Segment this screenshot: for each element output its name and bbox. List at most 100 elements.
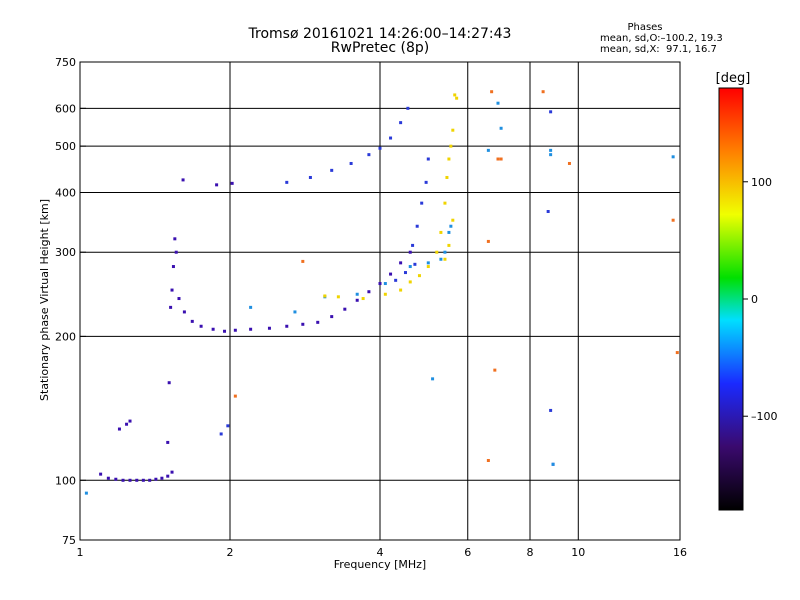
data-point — [493, 368, 497, 372]
data-point — [486, 239, 490, 243]
colorbar-ticks: –100 0 100 — [743, 176, 778, 423]
data-point — [546, 210, 550, 214]
data-point — [399, 121, 403, 125]
data-point — [671, 155, 675, 159]
x-tick-label: 1 — [77, 546, 84, 559]
data-point — [106, 476, 110, 480]
data-point — [549, 148, 553, 152]
phases-o-stats: mean, sd,O:–100.2, 19.3 — [600, 33, 723, 44]
data-point — [435, 250, 439, 254]
y-tick-label: 300 — [55, 246, 76, 259]
data-point — [170, 288, 174, 292]
data-point — [174, 250, 178, 254]
y-tick-label: 400 — [55, 186, 76, 199]
x-axis-ticks: 1 2 4 6 8 10 16 — [77, 546, 688, 559]
x-tick-label: 2 — [227, 546, 234, 559]
data-point — [316, 320, 320, 324]
x-tick-label: 16 — [673, 546, 687, 559]
data-point — [343, 307, 347, 311]
data-point — [447, 243, 451, 247]
data-point — [496, 157, 500, 161]
data-point — [449, 224, 453, 228]
data-point — [426, 157, 430, 161]
data-point — [230, 181, 234, 185]
data-point — [394, 278, 398, 282]
data-point — [451, 128, 455, 132]
x-axis-label: Frequency [MHz] — [334, 558, 426, 571]
phases-label: Phases — [627, 22, 663, 33]
colorbar-tick-label: 100 — [751, 176, 772, 189]
data-point — [551, 462, 555, 466]
data-point — [378, 282, 382, 286]
x-tick-label: 4 — [377, 546, 384, 559]
data-point — [411, 243, 415, 247]
data-point — [451, 218, 455, 222]
data-point — [301, 259, 305, 263]
data-point — [177, 297, 181, 301]
data-point — [135, 478, 139, 482]
data-point — [447, 230, 451, 234]
data-point — [549, 408, 553, 412]
data-point — [226, 424, 230, 428]
colorbar-tick-label: 0 — [751, 293, 758, 306]
data-point — [426, 265, 430, 269]
data-point — [182, 310, 186, 314]
data-point — [349, 161, 353, 165]
data-point — [447, 157, 451, 161]
data-point — [308, 175, 312, 179]
y-tick-label: 750 — [55, 56, 76, 69]
data-point — [285, 324, 289, 328]
data-point — [403, 271, 407, 275]
data-point — [443, 250, 447, 254]
y-tick-label: 200 — [55, 330, 76, 343]
data-point — [154, 477, 158, 481]
data-point — [490, 90, 494, 94]
data-point — [249, 327, 253, 331]
data-point — [426, 261, 430, 265]
data-point — [389, 136, 393, 140]
data-point — [355, 298, 359, 302]
data-point — [671, 218, 675, 222]
phases-x-stats: mean, sd,X: 97.1, 16.7 — [600, 44, 717, 55]
data-point — [413, 262, 417, 266]
data-point — [211, 327, 215, 331]
data-point — [249, 305, 253, 309]
data-point — [355, 292, 359, 296]
data-point — [167, 381, 171, 385]
data-point — [549, 153, 553, 157]
x-tick-label: 10 — [571, 546, 585, 559]
data-point — [431, 377, 435, 381]
data-point — [420, 201, 424, 205]
plot-frame — [79, 61, 681, 541]
data-point — [121, 478, 125, 482]
grid — [80, 62, 680, 540]
data-point — [233, 328, 237, 332]
data-point — [455, 96, 459, 100]
y-axis-label: Stationary phase Virtual Height [km] — [38, 199, 51, 401]
data-point — [367, 153, 371, 157]
colorbar-label: [deg] — [716, 71, 751, 86]
data-point — [383, 282, 387, 286]
data-point — [383, 292, 387, 296]
data-point — [496, 101, 500, 105]
data-point — [445, 175, 449, 179]
data-point — [141, 478, 145, 482]
data-point — [449, 144, 453, 148]
y-tick-label: 600 — [55, 102, 76, 115]
data-point — [114, 477, 118, 481]
data-point — [567, 161, 571, 165]
data-point — [486, 458, 490, 462]
chart-subtitle: RwPretec (8p) — [330, 40, 430, 56]
data-point — [293, 310, 297, 314]
data-point — [453, 93, 457, 97]
data-point — [219, 432, 223, 436]
data-point — [499, 157, 503, 161]
data-point — [443, 257, 447, 261]
data-point — [125, 422, 129, 426]
data-point — [99, 472, 103, 476]
data-point — [336, 295, 340, 299]
data-point — [361, 297, 365, 301]
data-point — [330, 168, 334, 172]
data-point — [267, 326, 271, 330]
